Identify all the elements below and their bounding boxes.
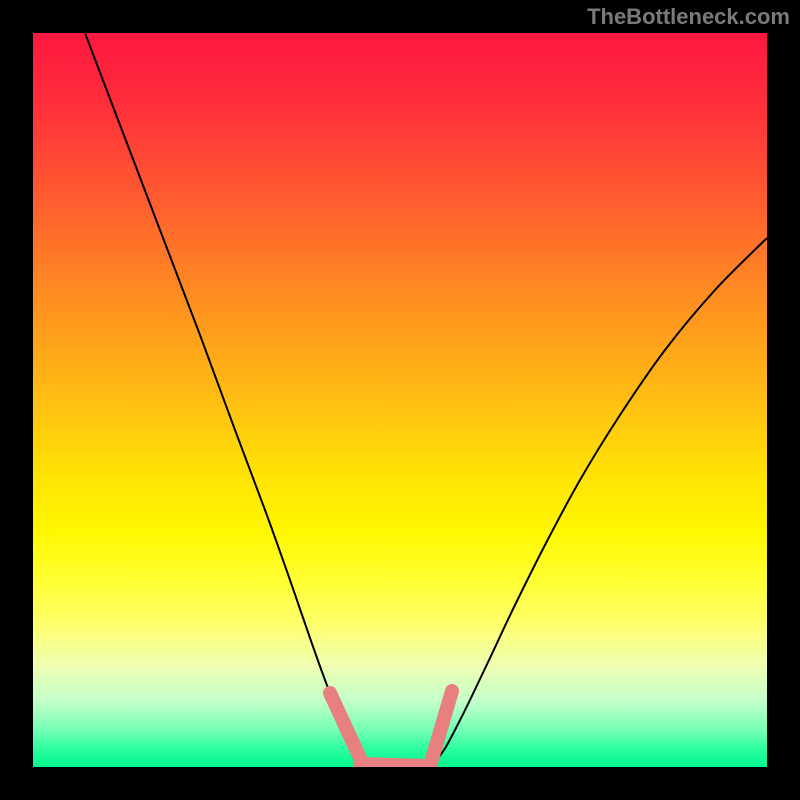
watermark-text: TheBottleneck.com (587, 4, 790, 30)
gradient-plot-area (33, 33, 767, 767)
highlight-segment-1 (360, 764, 430, 766)
